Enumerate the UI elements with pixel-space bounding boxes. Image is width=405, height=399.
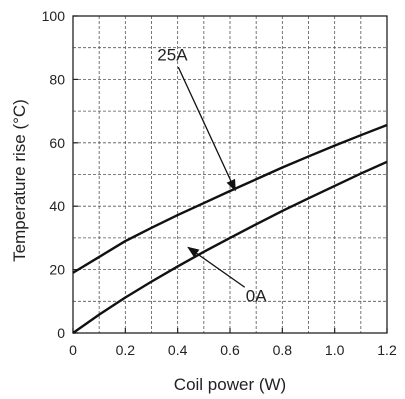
y-tick-label: 80 [49,71,65,87]
x-tick-label: 0.2 [116,342,136,358]
y-tick-label: 0 [57,325,65,341]
series-line-0a [72,160,388,334]
y-tick-label: 60 [49,135,65,151]
annotation-label: 25A [157,45,188,64]
x-tick-label: 1.0 [325,342,345,358]
y-tick-label: 40 [49,198,65,214]
y-tick-label: 20 [49,262,65,278]
y-axis-title: Temperature rise (°C) [10,99,29,262]
y-tick-label: 100 [42,8,66,24]
x-axis-title: Coil power (W) [174,375,286,394]
annotation-arrow [177,66,236,192]
x-tick-label: 0 [69,342,77,358]
x-tick-label: 0.6 [220,342,240,358]
x-tick-label: 0.8 [273,342,293,358]
x-tick-label: 0.4 [168,342,188,358]
x-tick-label: 1.2 [377,342,397,358]
annotation-arrow [187,246,246,288]
annotation-label: 0A [246,286,267,305]
